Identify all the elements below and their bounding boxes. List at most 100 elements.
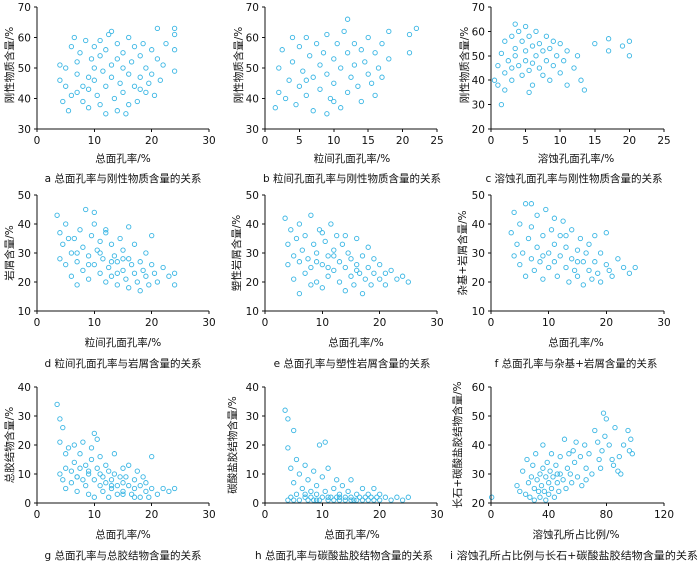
panel-i-point [582, 442, 588, 448]
panel-e-point [311, 241, 317, 247]
panel-g-point [80, 439, 86, 445]
panel-i-point [566, 451, 572, 457]
panel-e-point [313, 259, 320, 265]
panel-i-point [543, 497, 549, 503]
panel-i-point [573, 439, 579, 445]
panel-f-point [551, 241, 558, 247]
panel-a-point [126, 101, 132, 108]
panel-b-point [331, 56, 337, 62]
panel-d-point [128, 261, 135, 268]
panel-a-point [126, 34, 132, 41]
panel-e-point [285, 241, 291, 247]
panel-b-point [372, 50, 378, 56]
panel-i-point [517, 488, 523, 495]
panel-c-point [526, 67, 532, 74]
panel-f-ylabel: 杂基+岩屑含量/% [456, 210, 469, 295]
panel-d-y-tick-label: 20 [18, 277, 31, 289]
panel-c-point [522, 48, 529, 54]
panel-g-point [108, 485, 115, 492]
panel-a-point [97, 53, 103, 59]
panel-b-point [379, 74, 385, 80]
panel-i-point [550, 474, 556, 480]
panel-d-point [74, 282, 80, 288]
panel-e-y-tick-label: 20 [246, 277, 259, 289]
panel-g-point [68, 480, 75, 486]
panel-h-x-tick-label: 30 [430, 509, 443, 521]
panel-a-point [149, 47, 155, 53]
panel-e-point [336, 279, 343, 285]
panel-c-point [605, 48, 612, 54]
panel-d-point [114, 282, 120, 288]
panel-d-point [71, 235, 77, 242]
panel-h-point [302, 462, 308, 468]
panel-g-point [134, 468, 140, 474]
panel-b-axes: 0 5 10 15 20 25 30 40 50 60 70 [246, 2, 444, 147]
panel-h-point [288, 494, 294, 500]
panel-g: 0 10 20 30 0 10 20 30 40 总胶结物含量/% 总面孔率/% g 总面孔率与… [3, 382, 216, 562]
panel-i-caption: i 溶蚀孔所占比例与长石+碳酸盐胶结物含量的关系 [450, 549, 698, 562]
panel-b-point [293, 101, 299, 108]
panel-d-point [149, 232, 155, 239]
panel-i-point [579, 482, 585, 489]
panel-d-point [85, 253, 92, 259]
panel-i-point [618, 471, 624, 477]
panel-h-point [299, 485, 305, 492]
panel-g-point [83, 462, 89, 468]
panel-h-y-tick-label: 10 [246, 469, 259, 481]
panel-i-point [615, 468, 621, 474]
panel-i-point [570, 448, 576, 454]
panel-a-caption: a 总面孔率与刚性物质含量的关系 [45, 172, 202, 185]
panel-h-point [351, 497, 357, 503]
panel-b-point [272, 105, 278, 111]
panel-g-point [68, 468, 75, 474]
panel-a-point [171, 25, 178, 32]
panel-c-point [533, 53, 539, 59]
panel-b-y-tick-label: 60 [246, 33, 259, 45]
panel-f-y-tick-label: 40 [472, 219, 485, 231]
panel-h-point [377, 491, 383, 497]
panel-g-point [60, 424, 66, 431]
panel-a-point [154, 56, 161, 62]
panel-h-point [293, 491, 300, 497]
panel-f-xlabel: 总面孔率/% [548, 336, 604, 349]
panel-f-point [557, 232, 563, 239]
panel-e-point [359, 253, 366, 259]
panel-d-point [91, 209, 97, 216]
panel-b-point [351, 40, 358, 47]
panel-f-point [540, 232, 546, 239]
panel-e-point [331, 267, 337, 274]
panel-g-x-tick-label: 30 [202, 509, 215, 521]
panel-i-point [548, 485, 555, 492]
panel-b-point [296, 83, 303, 89]
panel-c: 0 5 10 15 20 25 20 30 40 50 60 70 刚性物质含量/% 溶蚀孔面孔率/%… [458, 2, 671, 185]
panel-a-point [117, 80, 123, 86]
panel-h-point [371, 485, 377, 492]
panel-e-point [394, 276, 400, 282]
panel-c-point [571, 65, 577, 71]
panel-c-x-tick-label: 25 [657, 135, 670, 147]
panel-i-y-tick-label: 50 [472, 411, 485, 423]
panel-g-point [154, 491, 161, 497]
panel-b: 0 5 10 15 20 25 30 40 50 60 70 刚性物质含量/% 粒间孔面孔率/% b… [232, 2, 444, 185]
panel-h-point [336, 497, 343, 503]
panel-d-point [126, 285, 132, 291]
panel-d-y-tick-label: 30 [18, 248, 31, 260]
panel-a-point [60, 98, 66, 105]
panel-e-y-tick-label: 40 [246, 219, 259, 231]
panel-g-x-tick-label: 0 [34, 509, 41, 521]
panel-c-point [619, 43, 626, 49]
panel-b-point [317, 86, 323, 92]
panel-h-point [336, 491, 343, 497]
panel-h-point [293, 456, 300, 463]
panel-d-point [103, 230, 109, 236]
panel-c-point [564, 82, 570, 88]
panel-f-point [528, 201, 535, 207]
panel-i-point [537, 494, 543, 500]
panel-g-point [57, 439, 63, 445]
panel-d-point [57, 256, 63, 262]
panel-d-x-tick-label: 0 [34, 317, 41, 329]
panel-a: 0 10 20 30 30 40 50 60 70 刚性物质含量/% 总面孔率/% a 总面孔率… [3, 2, 216, 185]
panel-g-x-tick-label: 20 [145, 509, 158, 521]
panel-d-point [108, 241, 115, 247]
